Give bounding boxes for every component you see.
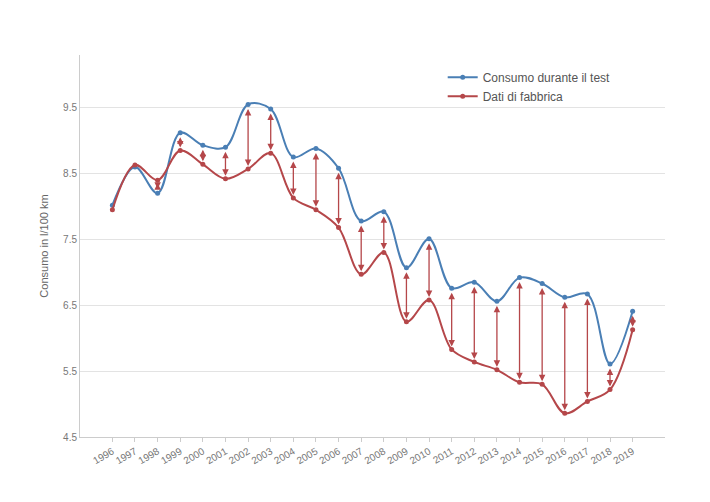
svg-text:2008: 2008 <box>363 445 388 466</box>
svg-text:5.5: 5.5 <box>63 366 77 377</box>
svg-text:8.5: 8.5 <box>63 168 77 179</box>
svg-text:Dati di fabbrica: Dati di fabbrica <box>483 90 563 104</box>
svg-text:2002: 2002 <box>227 445 252 466</box>
svg-text:1998: 1998 <box>136 445 161 466</box>
svg-text:2018: 2018 <box>589 445 614 466</box>
svg-text:Consumo durante il test: Consumo durante il test <box>483 71 610 85</box>
svg-text:2013: 2013 <box>476 445 501 466</box>
svg-text:2001: 2001 <box>204 445 229 466</box>
svg-text:2010: 2010 <box>408 445 433 466</box>
svg-text:2003: 2003 <box>249 445 274 466</box>
svg-text:2006: 2006 <box>317 445 342 466</box>
svg-text:2004: 2004 <box>272 445 297 466</box>
svg-text:2000: 2000 <box>182 445 207 466</box>
svg-text:1996: 1996 <box>91 445 116 466</box>
svg-text:4.5: 4.5 <box>63 432 77 443</box>
svg-text:2009: 2009 <box>385 445 410 466</box>
svg-text:2016: 2016 <box>544 445 569 466</box>
svg-text:1997: 1997 <box>114 445 139 466</box>
svg-text:2007: 2007 <box>340 445 365 466</box>
svg-text:Consumo in l/100 km: Consumo in l/100 km <box>38 194 50 297</box>
svg-text:2019: 2019 <box>611 445 636 466</box>
svg-text:2005: 2005 <box>295 445 320 466</box>
svg-text:2015: 2015 <box>521 445 546 466</box>
svg-text:6.5: 6.5 <box>63 300 77 311</box>
svg-text:2017: 2017 <box>566 445 591 466</box>
svg-text:9.5: 9.5 <box>63 102 77 113</box>
svg-text:2014: 2014 <box>498 445 523 466</box>
svg-text:7.5: 7.5 <box>63 234 77 245</box>
svg-text:1999: 1999 <box>159 445 184 466</box>
svg-text:2012: 2012 <box>453 445 478 466</box>
svg-text:2011: 2011 <box>431 445 456 465</box>
